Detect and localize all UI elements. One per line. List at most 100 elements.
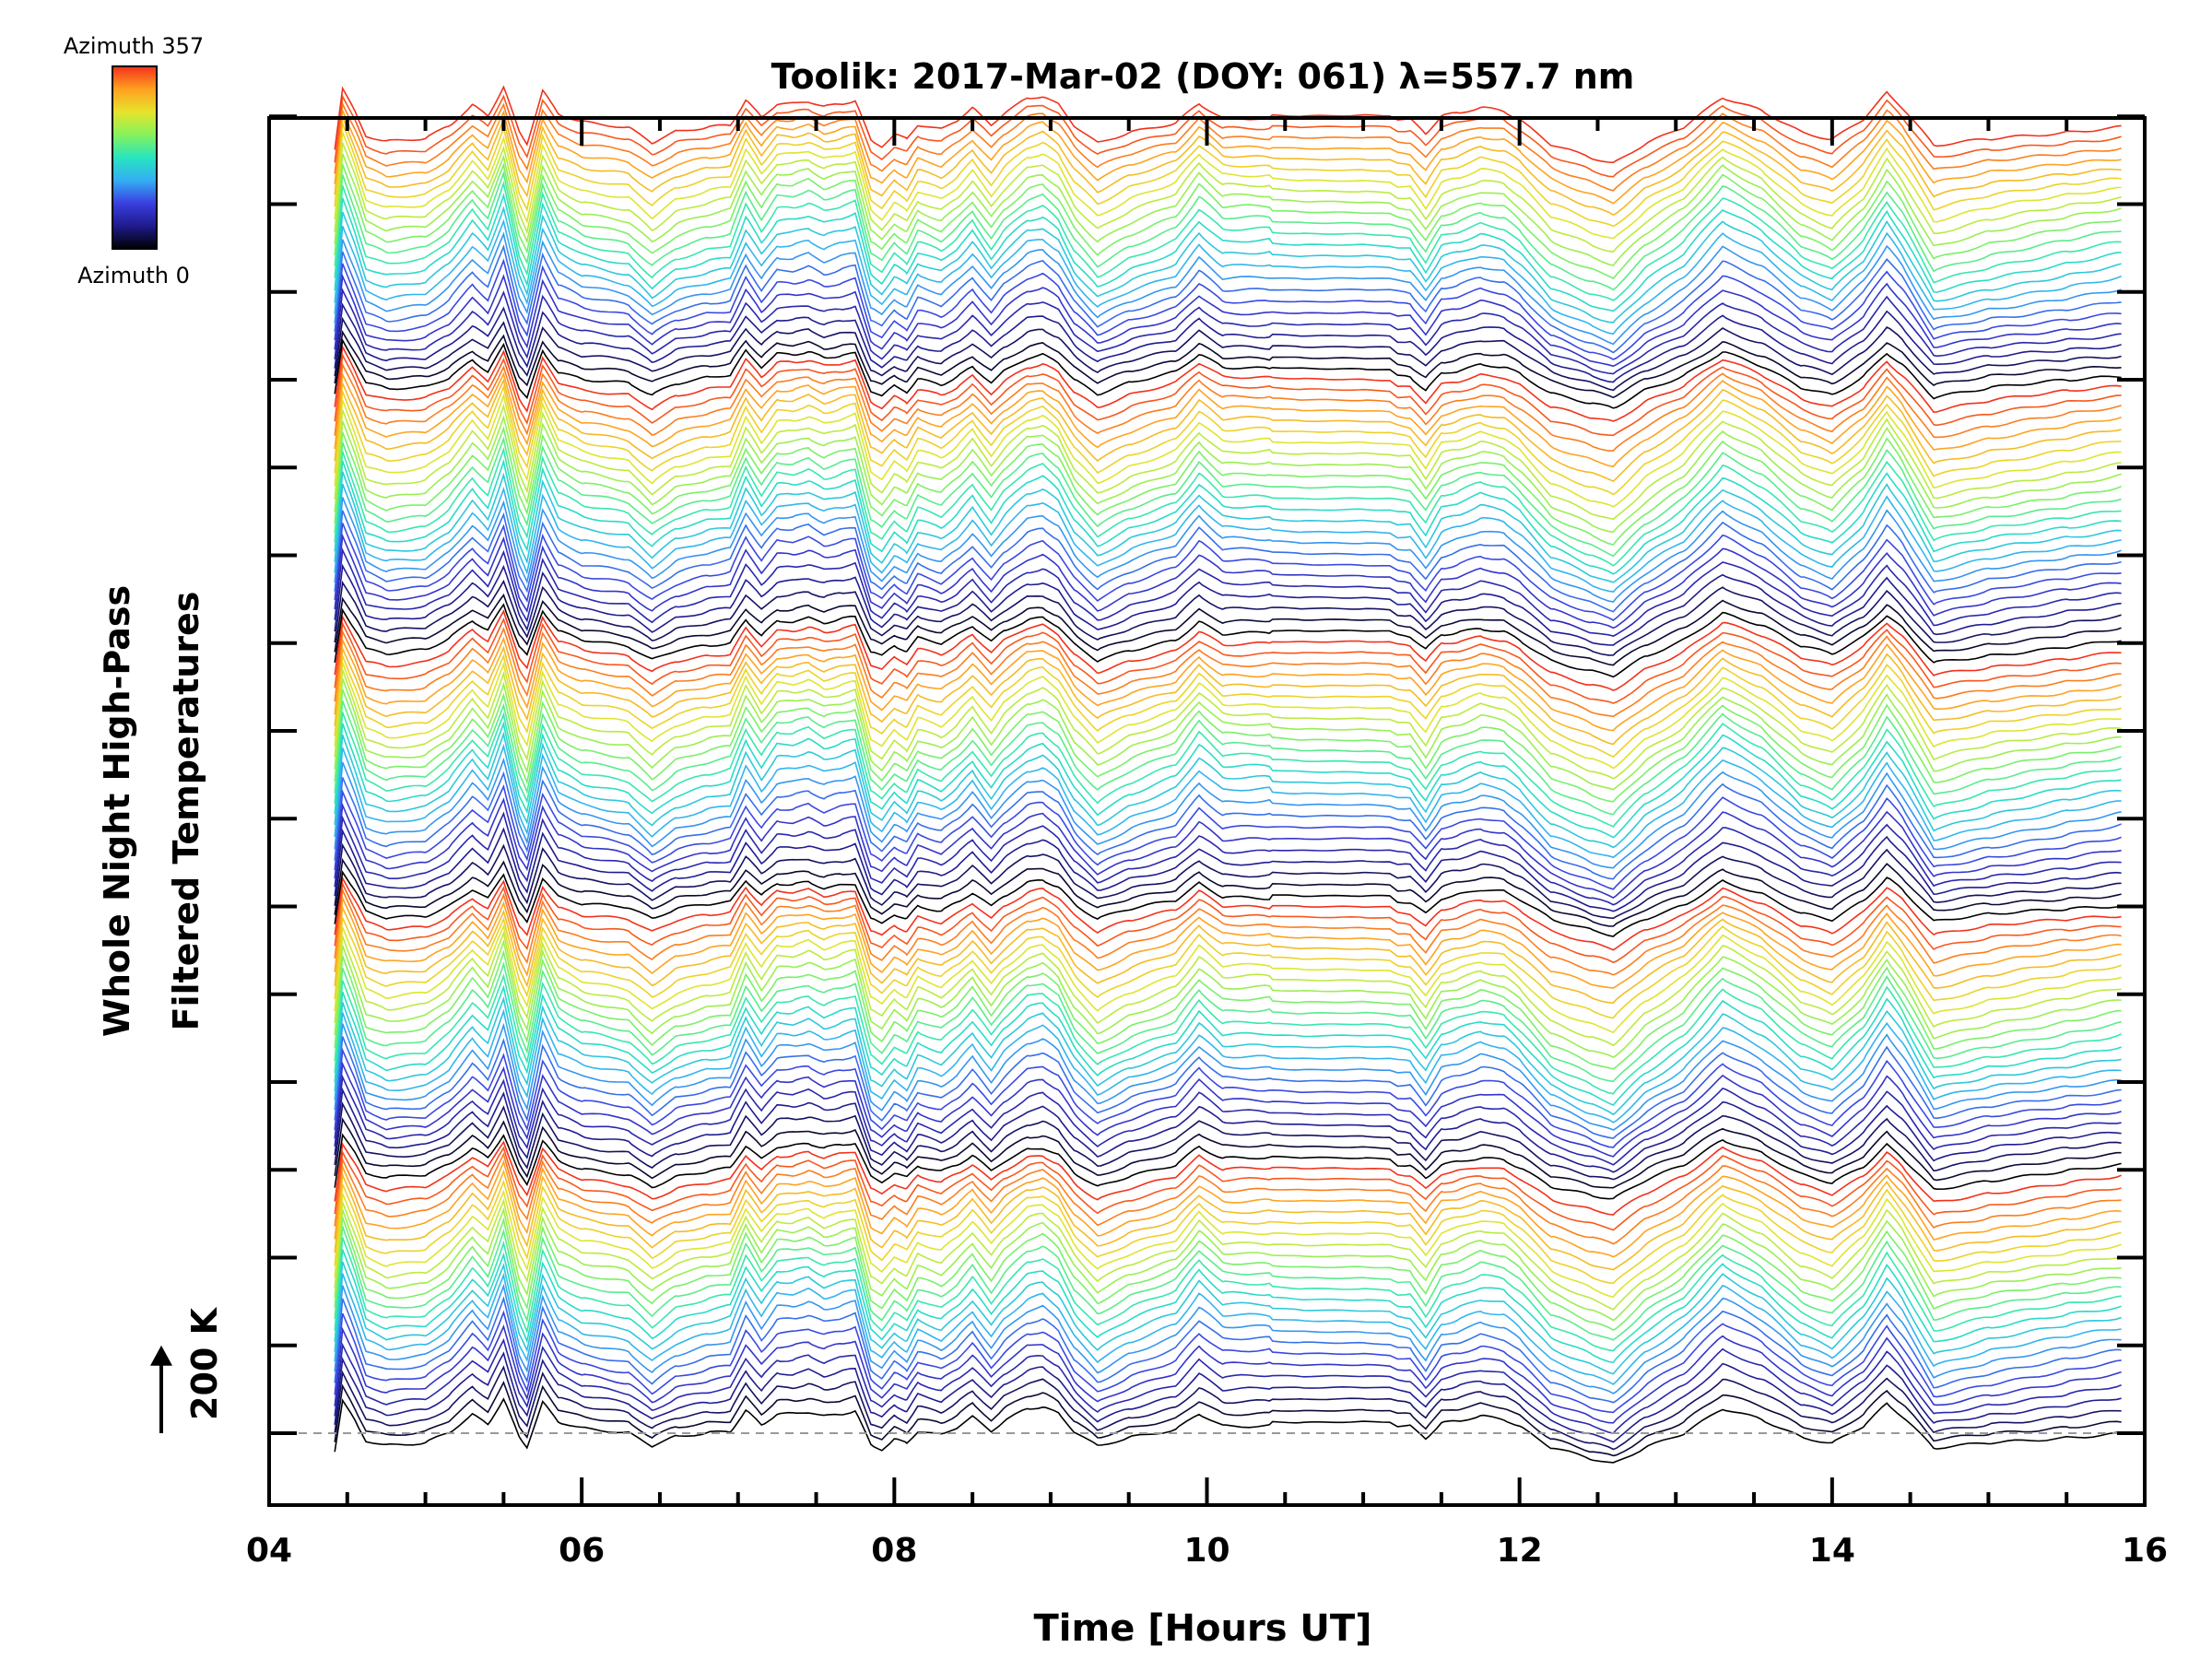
series-line: [334, 842, 2122, 920]
series-line: [334, 258, 2122, 360]
series-line: [334, 193, 2122, 312]
series-line: [334, 1022, 2122, 1131]
series-line: [334, 1337, 2122, 1434]
series-line: [334, 1140, 2122, 1216]
series-line: [334, 288, 2122, 375]
series-line: [334, 142, 2122, 253]
series-line: [334, 352, 2122, 437]
colorbar-bottom-label: Azimuth 0: [77, 263, 190, 288]
series-line: [334, 273, 2122, 368]
series-line: [334, 371, 2122, 468]
series-line: [334, 603, 2122, 678]
series-line: [334, 811, 2122, 906]
series-line: [334, 100, 2122, 192]
series-line: [334, 579, 2122, 656]
series-line: [334, 153, 2122, 266]
chart-title: Toolik: 2017-Mar-02 (DOY: 061) λ=557.7 n…: [771, 56, 1635, 97]
series-line: [334, 483, 2122, 593]
series-line: [334, 393, 2122, 508]
series-line: [334, 1381, 2122, 1457]
x-tick-label: 08: [871, 1532, 917, 1570]
series-line: [334, 1101, 2122, 1181]
series-line: [334, 94, 2122, 178]
scale-label: 200 K: [184, 1306, 225, 1420]
x-tick-label: 16: [2122, 1532, 2168, 1570]
series-line: [334, 949, 2122, 1070]
series-line: [334, 876, 2122, 951]
series-line: [334, 1117, 2122, 1189]
series-line: [334, 617, 2122, 704]
series-line: [334, 827, 2122, 912]
series-line: [334, 881, 2122, 964]
series-line: [334, 904, 2122, 1004]
series-line: [334, 731, 2122, 849]
x-tick-label: 14: [1809, 1532, 1855, 1570]
series-line: [334, 721, 2122, 839]
x-axis-label: Time [Hours UT]: [1034, 1607, 1372, 1650]
series-line: [334, 415, 2122, 534]
series-line: [334, 1133, 2122, 1200]
series-line: [334, 771, 2122, 880]
series-line: [334, 471, 2122, 583]
series-line: [334, 384, 2122, 496]
series-line: [334, 1087, 2122, 1173]
series-line: [334, 1179, 2122, 1285]
series-line: [334, 1036, 2122, 1139]
series-line: [334, 206, 2122, 324]
series-line: [334, 1152, 2122, 1245]
series-line: [334, 426, 2122, 546]
x-tick-label: 06: [559, 1532, 605, 1570]
series-line: [334, 1169, 2122, 1271]
series-line: [334, 523, 2122, 621]
series-line: [334, 645, 2122, 746]
series-line: [334, 378, 2122, 483]
series-line: [334, 1047, 2122, 1148]
axis-ticks: [267, 114, 2147, 1505]
series-line: [334, 700, 2122, 816]
series-line: [334, 1159, 2122, 1258]
y-axis-label-line2: Filtered Temperatures: [166, 592, 206, 1031]
series-line: [334, 1296, 2122, 1404]
series-group: [334, 85, 2122, 1464]
series-line: [334, 181, 2122, 301]
series-line: [334, 447, 2122, 567]
series-line: [334, 344, 2122, 422]
series-line: [334, 973, 2122, 1095]
series-line: [334, 924, 2122, 1034]
series-line: [334, 797, 2122, 900]
series-line: [334, 1324, 2122, 1424]
series-line: [334, 757, 2122, 869]
x-tick-labels: 04 06 08 10 12 14 16: [246, 1532, 2168, 1570]
series-line: [334, 1237, 2122, 1352]
series-line: [334, 403, 2122, 521]
series-line: [334, 1365, 2122, 1451]
series-line: [334, 436, 2122, 558]
series-line: [334, 116, 2122, 217]
y-axis-label-line1: Whole Night High-Pass: [97, 585, 137, 1037]
series-line: [334, 302, 2122, 383]
x-tick-label: 04: [246, 1532, 292, 1570]
scale-arrow: [150, 1345, 172, 1433]
series-line: [334, 627, 2122, 718]
series-line: [334, 1351, 2122, 1443]
series-line: [334, 1249, 2122, 1364]
series-line: [334, 563, 2122, 646]
series-line: [334, 1226, 2122, 1341]
series-line: [334, 1310, 2122, 1414]
series-line: [334, 123, 2122, 228]
series-line: [334, 961, 2122, 1083]
colorbar-top-label: Azimuth 357: [64, 33, 204, 59]
series-line: [334, 593, 2122, 666]
series-line: [334, 895, 2122, 989]
series-line: [334, 1283, 2122, 1394]
series-line: [334, 1206, 2122, 1322]
series-line: [334, 171, 2122, 291]
series-line: [334, 231, 2122, 346]
series-line: [334, 1217, 2122, 1332]
x-tick-label: 12: [1497, 1532, 1543, 1570]
series-line: [334, 316, 2122, 392]
series-line: [334, 162, 2122, 279]
series-line: [334, 1189, 2122, 1298]
series-line: [334, 609, 2122, 691]
